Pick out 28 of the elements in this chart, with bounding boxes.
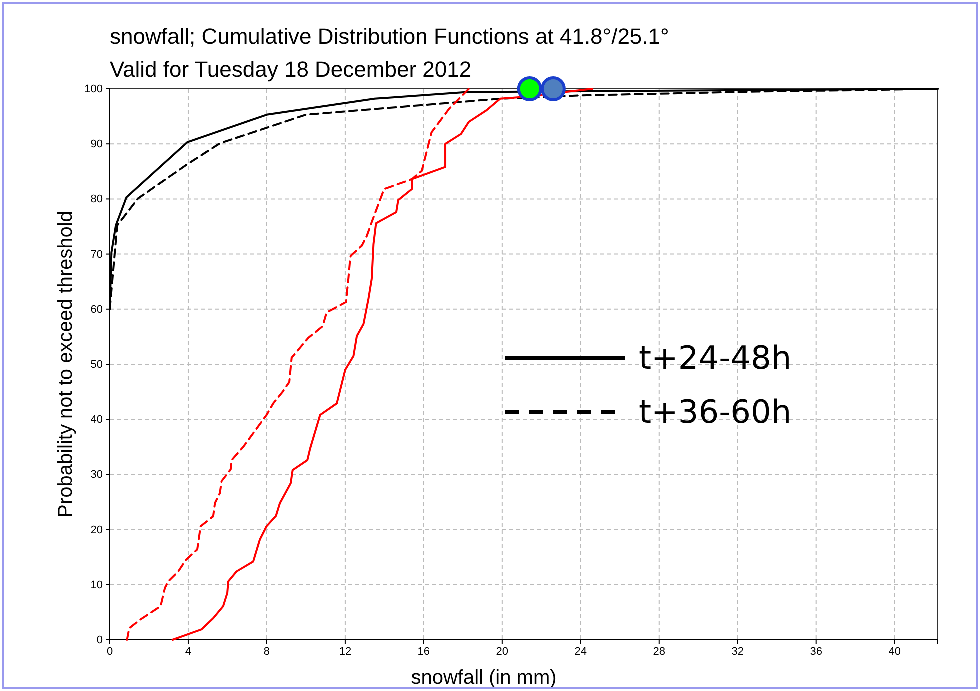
y-axis-title: Probability not to exceed threshold [55,211,77,518]
y-tick-label: 90 [90,138,103,151]
y-tick-label: 0 [96,634,103,647]
x-tick-label: 36 [810,646,822,658]
y-tick-label: 100 [84,84,103,96]
x-tick-label: 0 [106,646,114,658]
x-tick-label: 32 [732,646,744,658]
y-tick-label: 60 [90,304,103,316]
y-tick-label: 80 [90,194,103,206]
y-tick-label: 10 [90,579,103,592]
y-tick-label: 30 [90,469,103,482]
x-tick-label: 8 [264,646,270,658]
y-tick-label: 20 [90,524,103,536]
chart-title: snowfall; Cumulative Distribution Functions at 41.8°/25.1° [110,24,670,49]
x-tick-label: 24 [574,646,588,658]
chart-subtitle: Valid for Tuesday 18 December 2012 [110,57,472,82]
y-tick-label: 50 [90,359,103,372]
y-tick-label: 70 [90,248,103,261]
legend-label: t+24-48h [639,339,792,377]
legend-label: t+36-60h [639,393,792,431]
x-tick-label: 20 [496,646,509,658]
y-tick-label: 40 [90,414,103,426]
x-axis-title: snowfall (in mm) [411,667,557,689]
x-tick-label: 16 [418,646,430,658]
x-tick-label: 40 [888,646,901,658]
x-tick-label: 4 [185,646,192,658]
x-tick-label: 12 [339,646,352,658]
x-tick-label: 28 [653,646,666,658]
